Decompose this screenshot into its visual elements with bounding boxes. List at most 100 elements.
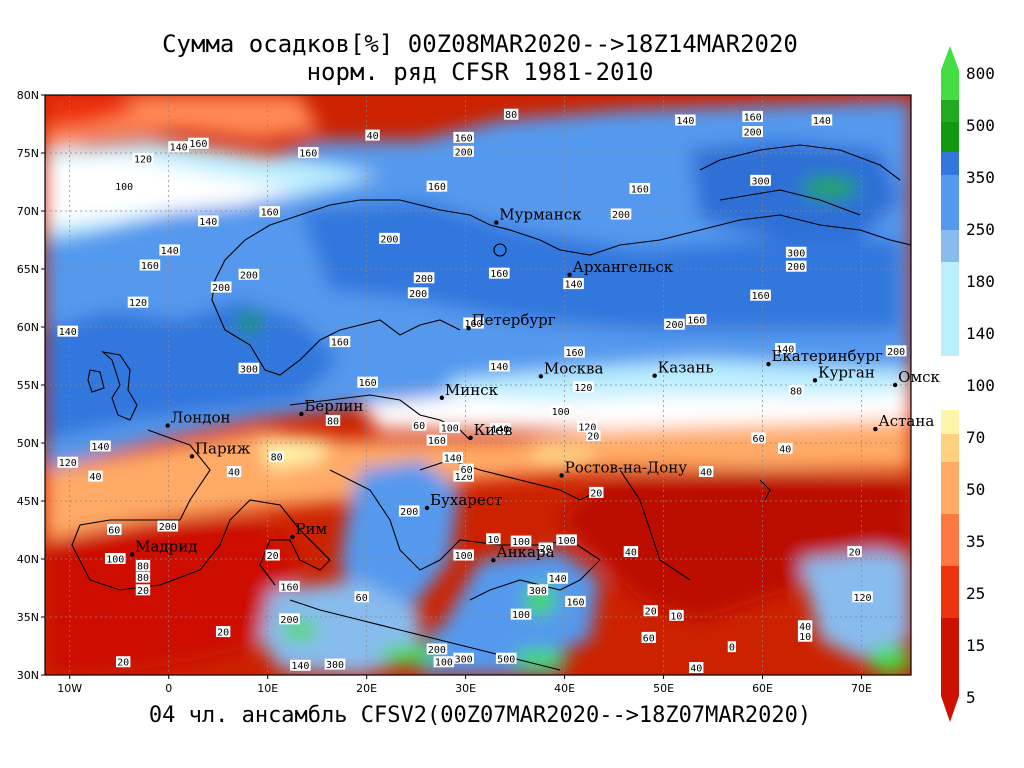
contour-label: 140 bbox=[491, 425, 509, 436]
contour-label: 10 bbox=[487, 535, 499, 546]
contour-label: 160 bbox=[261, 208, 279, 219]
contour-label-bg bbox=[727, 641, 736, 653]
contour-label: 40 bbox=[799, 622, 811, 633]
lat-tick-label: 55N bbox=[17, 379, 39, 392]
contour-label-bg bbox=[290, 659, 311, 671]
colorbar-label: 500 bbox=[966, 116, 995, 135]
contour-label: 120 bbox=[59, 458, 77, 469]
contour-label-bg bbox=[265, 549, 280, 561]
contour-label-bg bbox=[426, 434, 448, 446]
lat-tick-label: 80N bbox=[17, 89, 39, 102]
city-marker bbox=[424, 505, 430, 511]
city-label: Екатеринбург bbox=[771, 347, 882, 365]
contour-label-bg bbox=[135, 571, 151, 583]
contour-label-bg bbox=[495, 652, 517, 664]
contour-label: 140 bbox=[490, 362, 508, 373]
colorbar-swatch bbox=[941, 262, 959, 300]
contour-label-bg bbox=[510, 608, 532, 620]
lon-tick-label: 60E bbox=[752, 682, 773, 695]
contour-label: 140 bbox=[91, 442, 109, 453]
contour-label: 160 bbox=[631, 184, 649, 195]
contour-label: 80 bbox=[137, 561, 149, 572]
contour-label: 60 bbox=[108, 526, 120, 537]
colorbar-swatch bbox=[941, 300, 959, 356]
contour-label-bg bbox=[439, 421, 461, 433]
city-marker bbox=[567, 272, 572, 277]
contour-label-bg bbox=[188, 137, 209, 149]
lat-tick-label: 50N bbox=[17, 437, 39, 450]
contour-label: 200 bbox=[400, 507, 418, 518]
contour-label-bg bbox=[127, 296, 149, 308]
contour-label: 140 bbox=[776, 345, 794, 356]
contour-label-bg bbox=[398, 505, 420, 517]
contour-label: 160 bbox=[141, 261, 159, 272]
contour-label: 160 bbox=[428, 182, 446, 193]
contour-label: 140 bbox=[676, 116, 694, 127]
contour-label: 100 bbox=[512, 610, 530, 621]
contour-label: 0 bbox=[729, 643, 735, 654]
contour-label: 80 bbox=[790, 386, 802, 397]
contour-label-bg bbox=[610, 208, 632, 220]
contour-label-bg bbox=[159, 244, 181, 256]
contour-label-bg bbox=[135, 559, 151, 571]
contour-label: 120 bbox=[134, 154, 152, 165]
contour-label: 160 bbox=[359, 378, 377, 389]
contour-label: 100 bbox=[552, 407, 570, 418]
contour-label: 40 bbox=[228, 468, 240, 479]
city-marker bbox=[290, 534, 295, 540]
contour-label-bg bbox=[577, 420, 598, 432]
lat-tick-label: 65N bbox=[17, 263, 39, 276]
map-title: Сумма осадков[%] 00Z08MAR2020-->18Z14MAR… bbox=[162, 30, 798, 58]
contour-label-bg bbox=[132, 152, 154, 164]
contour-label: 160 bbox=[189, 139, 207, 150]
contour-label: 200 bbox=[887, 347, 905, 358]
contour-label-bg bbox=[226, 466, 242, 477]
contour-label-bg bbox=[57, 325, 79, 337]
contour-label: 120 bbox=[455, 472, 473, 483]
contour-label-bg bbox=[510, 535, 532, 547]
contour-label: 100 bbox=[558, 536, 576, 547]
contour-label: 140 bbox=[291, 661, 309, 672]
contour-label: 300 bbox=[787, 248, 805, 259]
contour-label-bg bbox=[365, 129, 380, 141]
contour-label: 200 bbox=[159, 522, 177, 533]
contour-label: 40 bbox=[625, 548, 637, 559]
contour-label-bg bbox=[107, 524, 122, 535]
city-marker bbox=[538, 374, 544, 379]
contour-label: 40 bbox=[690, 664, 702, 675]
contour-label-bg bbox=[329, 336, 351, 348]
contour-label-bg bbox=[503, 108, 519, 120]
contour-label: 200 bbox=[744, 128, 762, 139]
contour-label: 40 bbox=[89, 472, 101, 483]
contour-label-bg bbox=[259, 206, 280, 218]
longitude-axis: 10W 0 10E 20E 30E 40E 50E 60E 70E bbox=[57, 675, 872, 695]
city-label: Москва bbox=[544, 359, 604, 377]
contour-label-bg bbox=[742, 126, 763, 138]
contour-label-bg bbox=[623, 546, 639, 558]
contour-label-bg bbox=[885, 345, 907, 357]
contour-label: 140 bbox=[199, 217, 217, 228]
colorbar-swatch bbox=[941, 152, 959, 175]
contour-label-bg bbox=[113, 180, 135, 192]
contour-label-bg bbox=[379, 232, 400, 244]
map-subtitle: норм. ряд CFSR 1981-2010 bbox=[306, 58, 654, 86]
contour-label-bg bbox=[664, 318, 685, 330]
city-markers: Мурманск Архангельск Петербург Москва Казань… bbox=[129, 206, 941, 563]
city-marker bbox=[468, 435, 473, 440]
city-marker bbox=[129, 552, 135, 557]
contour-label: 80 bbox=[271, 452, 283, 463]
contour-label: 200 bbox=[787, 262, 805, 273]
contour-label: 20 bbox=[267, 551, 279, 562]
contour-label: 20 bbox=[217, 628, 229, 639]
lon-tick-label: 0 bbox=[165, 682, 172, 695]
contour-label: 100 bbox=[435, 658, 453, 669]
contour-label-bg bbox=[486, 533, 501, 545]
contour-label: 200 bbox=[240, 270, 258, 281]
city-marker bbox=[873, 426, 878, 432]
colorbar-swatch bbox=[941, 514, 959, 566]
contour-label: 160 bbox=[490, 269, 508, 280]
colorbar-label: 100 bbox=[966, 376, 995, 395]
lat-tick-label: 45N bbox=[17, 495, 39, 508]
colorbar-swatch bbox=[941, 70, 959, 100]
